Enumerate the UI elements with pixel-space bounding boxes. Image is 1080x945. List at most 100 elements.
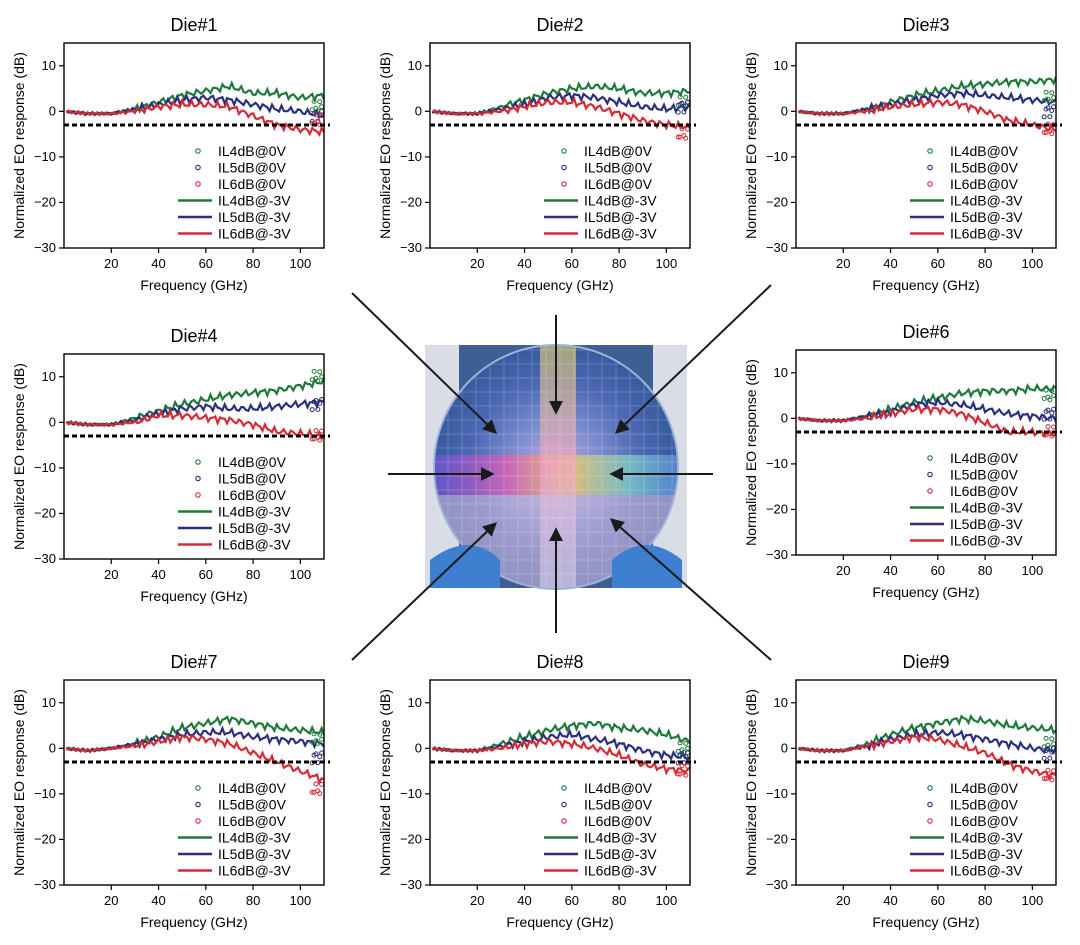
scatter-marker xyxy=(1051,741,1057,747)
y-tick-label: 0 xyxy=(781,103,788,118)
legend-label: IL4dB@-3V xyxy=(584,830,657,846)
x-tick-label: 20 xyxy=(104,256,118,271)
legend-label: IL4dB@0V xyxy=(950,450,1019,466)
legend-label: IL6dB@-3V xyxy=(950,226,1023,242)
scatter-marker xyxy=(317,400,323,406)
x-tick-label: 100 xyxy=(290,893,312,908)
scatter-marker xyxy=(1043,735,1049,741)
scatter-marker xyxy=(1041,776,1047,782)
plot-frame xyxy=(63,679,325,886)
scatter-marker xyxy=(1043,89,1049,95)
x-tick-label: 40 xyxy=(151,256,165,271)
scatter-marker xyxy=(677,94,683,100)
series-line-il5 xyxy=(797,87,1057,117)
legend-label: IL6dB@-3V xyxy=(218,863,291,879)
scatter-marker xyxy=(1041,114,1047,120)
x-tick-label: 60 xyxy=(565,256,579,271)
y-tick-label: 10 xyxy=(408,695,422,710)
scatter-marker xyxy=(1049,410,1055,416)
legend-marker xyxy=(561,148,567,154)
arrow-die9 xyxy=(609,518,772,661)
x-tick-label: 40 xyxy=(151,893,165,908)
y-tick-label: −10 xyxy=(34,786,56,801)
legend-marker xyxy=(195,785,201,791)
scatter-marker xyxy=(309,739,315,745)
scatter-marker xyxy=(1043,776,1049,782)
chart-die-7: Die#8 Normalized EO response (dB) Frequenc… xyxy=(377,652,696,930)
x-tick-label: 80 xyxy=(978,893,992,908)
x-tick-label: 80 xyxy=(246,567,260,582)
legend-label: IL4dB@0V xyxy=(584,780,653,796)
series-group xyxy=(797,382,1057,439)
series-group xyxy=(65,368,326,443)
chart-die-8: Die#9 Normalized EO response (dB) Frequenc… xyxy=(743,652,1062,930)
scatter-marker xyxy=(1043,387,1049,393)
series-line-il5 xyxy=(65,398,325,427)
scatter-marker xyxy=(677,102,683,108)
chart-title: Die#1 xyxy=(170,15,217,35)
scatter-marker xyxy=(677,134,683,140)
legend: IL4dB@0VIL5dB@0VIL6dB@0VIL4dB@-3VIL5dB@-… xyxy=(544,780,657,879)
y-tick-label: −10 xyxy=(400,149,422,164)
y-axis-label: Normalized EO response (dB) xyxy=(11,52,27,239)
y-tick-label: 0 xyxy=(781,740,788,755)
scatter-marker xyxy=(313,112,319,118)
legend-label: IL5dB@-3V xyxy=(950,516,1023,532)
series-line-il6 xyxy=(431,738,691,777)
legend-label: IL4dB@0V xyxy=(218,143,287,159)
x-tick-label: 60 xyxy=(931,256,945,271)
legend: IL4dB@0VIL5dB@0VIL6dB@0VIL4dB@-3VIL5dB@-… xyxy=(910,780,1023,879)
chart-title: Die#7 xyxy=(170,652,217,672)
series-line-il6 xyxy=(798,731,1057,781)
legend-marker xyxy=(927,181,933,187)
y-axis-label: Normalized EO response (dB) xyxy=(743,52,759,239)
plot-frame xyxy=(429,42,691,249)
scatter-marker xyxy=(1041,755,1047,761)
chart-title: Die#6 xyxy=(902,322,949,342)
chart-title: Die#8 xyxy=(536,652,583,672)
series-line-il6 xyxy=(65,408,325,441)
x-tick-label: 100 xyxy=(656,893,678,908)
legend-label: IL5dB@-3V xyxy=(218,520,291,536)
legend-marker xyxy=(561,164,567,171)
legend-marker xyxy=(195,148,201,154)
legend: IL4dB@0VIL5dB@0VIL6dB@0VIL4dB@-3VIL5dB@-… xyxy=(910,450,1023,549)
scatter-marker xyxy=(1043,409,1049,415)
scatter-marker xyxy=(1049,736,1055,742)
legend-label: IL4dB@0V xyxy=(218,780,287,796)
glove-bottom-left xyxy=(430,545,500,588)
plot-frame xyxy=(795,42,1057,249)
y-tick-label: 10 xyxy=(42,58,56,73)
scatter-marker xyxy=(679,126,685,132)
scatter-marker xyxy=(309,407,315,413)
y-tick-label: 0 xyxy=(49,414,56,429)
scatter-marker xyxy=(683,754,689,760)
scatter-marker xyxy=(1051,393,1057,399)
scatter-marker xyxy=(1047,416,1053,422)
scatter-marker xyxy=(309,377,315,383)
plot-frame xyxy=(63,353,325,560)
y-tick-label: −20 xyxy=(400,831,422,846)
y-tick-label: 0 xyxy=(415,103,422,118)
scatter-marker xyxy=(1049,388,1055,394)
series-group xyxy=(797,76,1058,137)
scatter-marker xyxy=(311,789,317,795)
series-line-il6 xyxy=(65,97,325,137)
legend-label: IL6dB@-3V xyxy=(218,537,291,553)
scatter-marker xyxy=(319,736,325,742)
scatter-marker xyxy=(1051,95,1057,101)
scatter-marker xyxy=(1041,129,1047,135)
legend-label: IL6dB@0V xyxy=(218,487,287,503)
series-line-il4 xyxy=(66,715,326,754)
y-tick-label: 10 xyxy=(408,58,422,73)
x-axis-label: Frequency (GHz) xyxy=(506,914,613,930)
x-tick-label: 80 xyxy=(978,256,992,271)
series-line-il5 xyxy=(797,395,1057,424)
x-tick-label: 40 xyxy=(517,893,531,908)
legend-label: IL5dB@-3V xyxy=(584,209,657,225)
x-axis-label: Frequency (GHz) xyxy=(872,277,979,293)
plot-frame xyxy=(795,679,1057,886)
y-tick-label: 10 xyxy=(774,58,788,73)
series-line-il4 xyxy=(65,80,326,116)
legend-label: IL6dB@0V xyxy=(218,176,287,192)
